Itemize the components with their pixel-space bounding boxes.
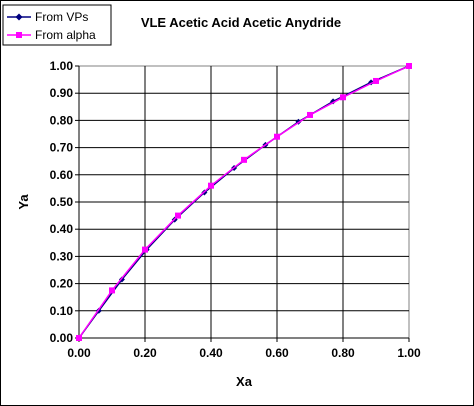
x-tick-label: 0.60 [265, 346, 289, 360]
data-point-from-alpha [109, 287, 115, 294]
data-point-from-alpha [76, 335, 82, 341]
y-axis-title: Ya [16, 194, 31, 210]
horizontal-gridlines [75, 65, 409, 339]
legend-box [2, 4, 112, 46]
chart-title: VLE Acetic Acid Acetic Anydride [141, 15, 341, 30]
y-tick-label: 0.50 [50, 195, 74, 209]
y-tick-label: 0.60 [50, 168, 74, 182]
legend-entry-from-vps: From VPs [7, 10, 88, 24]
series-layer [76, 63, 412, 341]
data-point-from-alpha [241, 156, 247, 163]
y-tick-label: 0.30 [50, 249, 74, 263]
series-from-alpha [76, 63, 412, 341]
data-point-from-alpha [175, 212, 181, 219]
x-tick-label: 0.20 [133, 346, 157, 360]
y-tick-label: 0.00 [50, 331, 74, 345]
data-point-from-alpha [340, 94, 346, 101]
legend: From VPs From alpha [2, 4, 112, 46]
data-point-from-alpha [274, 133, 280, 140]
x-tick-label: 0.40 [199, 346, 223, 360]
y-tick-label: 1.00 [50, 59, 74, 73]
y-tick-labels: 0.00 0.10 0.20 0.30 0.40 0.50 0.60 0.70 0.80 0.90… [50, 59, 74, 345]
x-tick-labels: 0.00 0.20 0.40 0.60 0.80 1.00 [67, 346, 421, 360]
legend-marker-from-alpha [16, 32, 22, 38]
x-tick-label: 1.00 [397, 346, 421, 360]
x-tick-label: 0.00 [67, 346, 91, 360]
x-tick-label: 0.80 [331, 346, 355, 360]
y-tick-label: 0.70 [50, 141, 74, 155]
data-point-from-alpha [208, 182, 214, 189]
legend-marker-from-vps [15, 13, 23, 21]
data-point-from-alpha [406, 63, 412, 69]
y-tick-label: 0.90 [50, 86, 74, 100]
legend-entry-from-alpha: From alpha [7, 28, 96, 42]
legend-label-from-alpha: From alpha [35, 28, 96, 42]
y-tick-label: 0.80 [50, 113, 74, 127]
y-tick-label: 0.10 [50, 304, 74, 318]
x-axis-title: Xa [236, 374, 253, 389]
series-line-from-vps [78, 65, 410, 339]
y-tick-label: 0.40 [50, 222, 74, 236]
legend-label-from-vps: From VPs [35, 10, 88, 24]
data-point-from-alpha [307, 111, 313, 118]
data-point-from-alpha [142, 246, 148, 253]
y-tick-label: 0.20 [50, 277, 74, 291]
data-point-from-alpha [373, 77, 379, 84]
